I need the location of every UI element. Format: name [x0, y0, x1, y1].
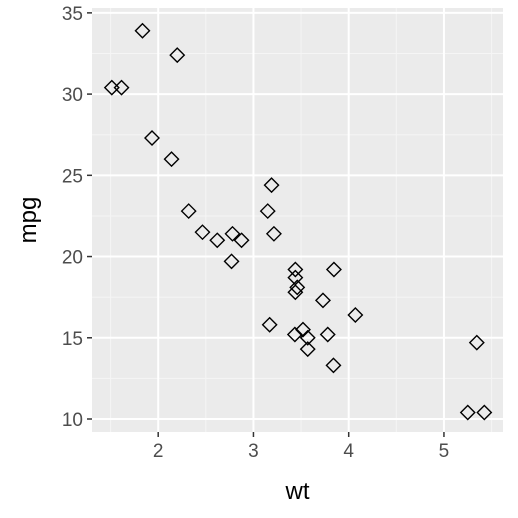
data-point: [314, 292, 331, 309]
data-point: [468, 334, 485, 351]
major-gridlines: [92, 8, 503, 432]
data-point: [103, 79, 120, 96]
data-point: [319, 326, 336, 343]
data-point: [180, 203, 197, 220]
plot-panel: [92, 8, 503, 432]
data-point: [476, 404, 493, 421]
y-tick-label: 35: [62, 4, 83, 25]
minor-gridlines: [92, 8, 503, 432]
data-point: [347, 307, 364, 324]
x-axis: 2 3 4 5: [153, 432, 449, 462]
data-point: [289, 279, 306, 296]
data-point: [294, 321, 311, 338]
data-point: [223, 253, 240, 270]
data-point: [233, 232, 250, 249]
data-point: [163, 151, 180, 168]
x-axis-title: wt: [285, 478, 310, 505]
x-tick-label: 2: [153, 441, 164, 462]
data-point: [194, 224, 211, 241]
data-point: [286, 326, 303, 343]
x-tick-label: 5: [439, 441, 450, 462]
y-tick-label: 15: [62, 329, 83, 350]
data-point: [299, 329, 316, 346]
data-points: [103, 22, 493, 421]
data-point: [169, 47, 186, 64]
y-axis-title: mpg: [15, 197, 42, 244]
data-point: [287, 261, 304, 278]
y-tick-label: 10: [62, 410, 83, 431]
y-axis: 10 15 20 25 30 35: [62, 4, 92, 431]
y-tick-label: 20: [62, 248, 83, 269]
data-point: [459, 404, 476, 421]
data-point: [224, 225, 241, 242]
data-point: [261, 316, 278, 333]
y-tick-label: 30: [62, 85, 83, 106]
data-point: [299, 341, 316, 358]
data-point: [144, 129, 160, 146]
data-point: [287, 284, 304, 301]
y-tick-label: 25: [62, 166, 83, 187]
x-tick-label: 4: [343, 441, 354, 462]
data-point: [263, 177, 280, 194]
x-tick-label: 3: [248, 441, 259, 462]
data-point: [325, 261, 342, 278]
data-point: [209, 232, 226, 249]
data-point: [265, 225, 282, 242]
data-point: [259, 203, 276, 220]
data-point: [325, 357, 342, 374]
data-point: [134, 22, 151, 39]
